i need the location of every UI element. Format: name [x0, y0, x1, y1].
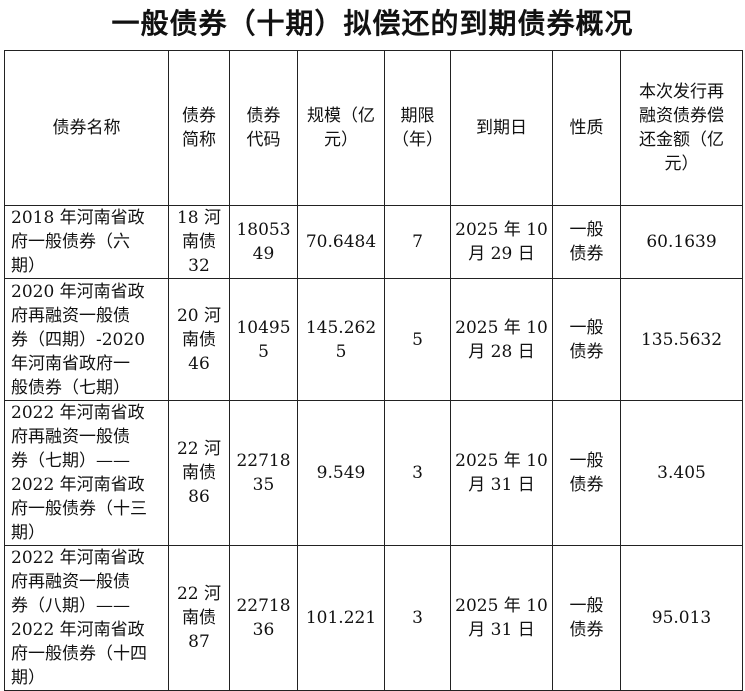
table-row: 2022 年河南省政 府再融资一般债 券（八期）—— 2022 年河南省政 府一…: [4, 545, 743, 691]
bond-short-name: 20 河 南债 46: [168, 278, 230, 401]
header-bond-code: 债券 代码: [229, 50, 298, 206]
header-bond-name: 债券名称: [4, 50, 169, 206]
document-title: 一般债券（十期）拟偿还的到期债券概况: [111, 7, 634, 40]
table-row: 2022 年河南省政 府再融资一般债 券（七期）—— 2022 年河南省政 府一…: [4, 400, 743, 546]
bond-short-name: 22 河 南债 87: [168, 545, 230, 691]
bond-term: 7: [384, 205, 451, 279]
bond-type: 一般 债券: [552, 545, 621, 691]
bond-code: 22718 35: [229, 400, 298, 546]
maturing-bonds-table: 债券名称 债券 简称 债券 代码 规模（亿 元） 期限 （年） 到期日 性质 本…: [4, 50, 743, 691]
bond-code: 22718 36: [229, 545, 298, 691]
header-type: 性质: [552, 50, 621, 206]
header-scale: 规模（亿 元）: [297, 50, 385, 206]
header-short-name: 债券 简称: [168, 50, 230, 206]
bond-scale: 101.221: [297, 545, 385, 691]
bond-maturity: 2025 年 10 月 29 日: [450, 205, 553, 279]
bond-maturity: 2025 年 10 月 31 日: [450, 400, 553, 546]
bond-scale: 145.262 5: [297, 278, 385, 401]
bond-repay-amount: 95.013: [620, 545, 743, 691]
bond-term: 5: [384, 278, 451, 401]
bond-code: 10495 5: [229, 278, 298, 401]
bond-name: 2022 年河南省政 府再融资一般债 券（七期）—— 2022 年河南省政 府一…: [4, 400, 169, 546]
bond-repay-amount: 135.5632: [620, 278, 743, 401]
table-row: 2020 年河南省政 府再融资一般债 券（四期）-2020 年河南省政府一 般债…: [4, 278, 743, 401]
bond-maturity: 2025 年 10 月 31 日: [450, 545, 553, 691]
table-row: 2018 年河南省政 府一般债券（六 期） 18 河 南债 32 18053 4…: [4, 205, 743, 279]
bond-term: 3: [384, 400, 451, 546]
bond-type: 一般 债券: [552, 400, 621, 546]
bond-scale: 70.6484: [297, 205, 385, 279]
bond-name: 2020 年河南省政 府再融资一般债 券（四期）-2020 年河南省政府一 般债…: [4, 278, 169, 401]
bond-name: 2022 年河南省政 府再融资一般债 券（八期）—— 2022 年河南省政 府一…: [4, 545, 169, 691]
bond-maturity: 2025 年 10 月 28 日: [450, 278, 553, 401]
header-maturity: 到期日: [450, 50, 553, 206]
bond-short-name: 22 河 南债 86: [168, 400, 230, 546]
header-term: 期限 （年）: [384, 50, 451, 206]
bond-term: 3: [384, 545, 451, 691]
bond-type: 一般 债券: [552, 205, 621, 279]
table-header-row: 债券名称 债券 简称 债券 代码 规模（亿 元） 期限 （年） 到期日 性质 本…: [4, 50, 743, 206]
bond-scale: 9.549: [297, 400, 385, 546]
bond-type: 一般 债券: [552, 278, 621, 401]
bond-name: 2018 年河南省政 府一般债券（六 期）: [4, 205, 169, 279]
bond-repay-amount: 60.1639: [620, 205, 743, 279]
bond-short-name: 18 河 南债 32: [168, 205, 230, 279]
bond-code: 18053 49: [229, 205, 298, 279]
header-repay-amount: 本次发行再 融资债券偿 还金额（亿 元）: [620, 50, 743, 206]
bond-repay-amount: 3.405: [620, 400, 743, 546]
